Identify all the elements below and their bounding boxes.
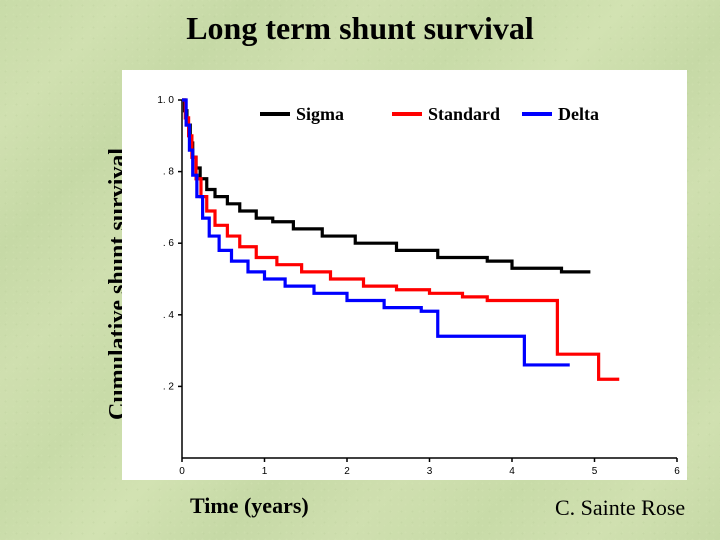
x-tick-label: 1 [262,466,268,477]
x-axis-label: Time (years) [190,493,309,519]
x-tick-label: 3 [427,466,433,477]
legend-label-delta: Delta [558,104,599,124]
series-standard [182,100,619,379]
survival-chart: 0 1 2 3 4 5 6 . 2 . 4 . 6 . 8 1. 0 Sigma Standard Delt… [122,70,687,480]
x-tick-label: 0 [179,466,185,477]
axes: 0 1 2 3 4 5 6 . 2 . 4 . 6 . 8 1. 0 [157,95,680,477]
y-tick-label: . 8 [163,167,175,178]
chart-panel: 0 1 2 3 4 5 6 . 2 . 4 . 6 . 8 1. 0 Sigma Standard Delt… [122,70,687,480]
x-tick-label: 2 [344,466,350,477]
y-tick-label: . 2 [163,381,175,392]
legend-label-sigma: Sigma [296,104,344,124]
x-tick-label: 4 [509,466,515,477]
x-tick-label: 6 [674,466,680,477]
series-delta [182,100,570,365]
y-tick-label: . 6 [163,238,175,249]
slide-title: Long term shunt survival [0,10,720,47]
legend-label-standard: Standard [428,104,500,124]
author-credit: C. Sainte Rose [555,495,685,521]
y-tick-label: 1. 0 [157,95,174,106]
x-tick-label: 5 [592,466,598,477]
y-tick-label: . 4 [163,310,175,321]
legend: Sigma Standard Delta [260,104,599,124]
